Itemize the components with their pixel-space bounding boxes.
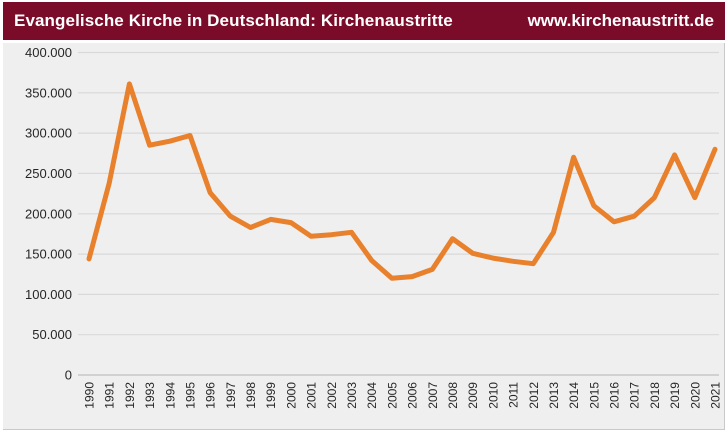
y-axis-tick-label: 50.000 — [32, 327, 72, 342]
x-axis-tick-label: 1996 — [204, 382, 218, 409]
x-axis-tick-label: 1999 — [264, 382, 278, 409]
chart-header: Evangelische Kirche in Deutschland: Kirc… — [3, 2, 725, 40]
x-axis-tick-label: 2005 — [385, 382, 399, 409]
x-axis-tick-label: 2013 — [547, 382, 561, 409]
x-axis-tick-label: 2010 — [486, 382, 500, 409]
x-axis-tick-label: 1993 — [143, 382, 157, 409]
website-text: www.kirchenaustritt.de — [527, 11, 714, 30]
x-axis-tick-label: 2003 — [345, 382, 359, 409]
y-axis-tick-label: 0 — [65, 368, 72, 383]
x-axis-tick-label: 1998 — [244, 382, 258, 409]
x-axis-tick-label: 2007 — [426, 382, 440, 409]
y-axis-tick-label: 400.000 — [25, 45, 72, 60]
x-axis-tick-label: 2020 — [688, 382, 702, 409]
chart-title: Evangelische Kirche in Deutschland: Kirc… — [14, 11, 453, 30]
x-axis-tick-label: 2009 — [466, 382, 480, 409]
y-axis-tick-label: 150.000 — [25, 247, 72, 262]
x-axis-tick-label: 2011 — [507, 382, 521, 408]
x-axis-tick-label: 2017 — [628, 382, 642, 409]
x-axis-tick-label: 1992 — [123, 382, 137, 409]
y-axis-tick-label: 300.000 — [25, 126, 72, 141]
x-axis-tick-label: 2014 — [567, 382, 581, 409]
y-axis-tick-label: 350.000 — [25, 85, 72, 100]
x-axis-tick-label: 2008 — [446, 382, 460, 409]
y-axis-tick-label: 100.000 — [25, 287, 72, 302]
x-axis-tick-label: 2016 — [608, 382, 622, 409]
data-line-kirchenaustritte — [86, 81, 718, 281]
x-axis-tick-label: 2021 — [709, 382, 723, 409]
x-axis-tick-label: 1997 — [224, 382, 238, 409]
x-axis-tick-label: 2000 — [284, 382, 298, 409]
x-axis-tick-label: 2012 — [527, 382, 541, 409]
x-axis-tick-label: 1995 — [184, 382, 198, 409]
x-axis-tick-label: 2004 — [365, 382, 379, 409]
x-axis-tick-label: 2018 — [648, 382, 662, 409]
x-axis-tick-label: 2015 — [587, 382, 601, 409]
x-axis-tick-label: 1991 — [103, 382, 117, 409]
x-axis-tick-label: 1990 — [83, 382, 97, 409]
x-axis-tick-label: 2006 — [406, 382, 420, 409]
y-axis-tick-label: 250.000 — [25, 166, 72, 181]
x-axis-tick-label: 2001 — [305, 382, 319, 409]
y-axis-tick-label: 200.000 — [25, 206, 72, 221]
x-axis-tick-label: 2002 — [325, 382, 339, 409]
x-axis-tick-label: 1994 — [163, 382, 177, 409]
x-axis-tick-label: 2019 — [668, 382, 682, 409]
